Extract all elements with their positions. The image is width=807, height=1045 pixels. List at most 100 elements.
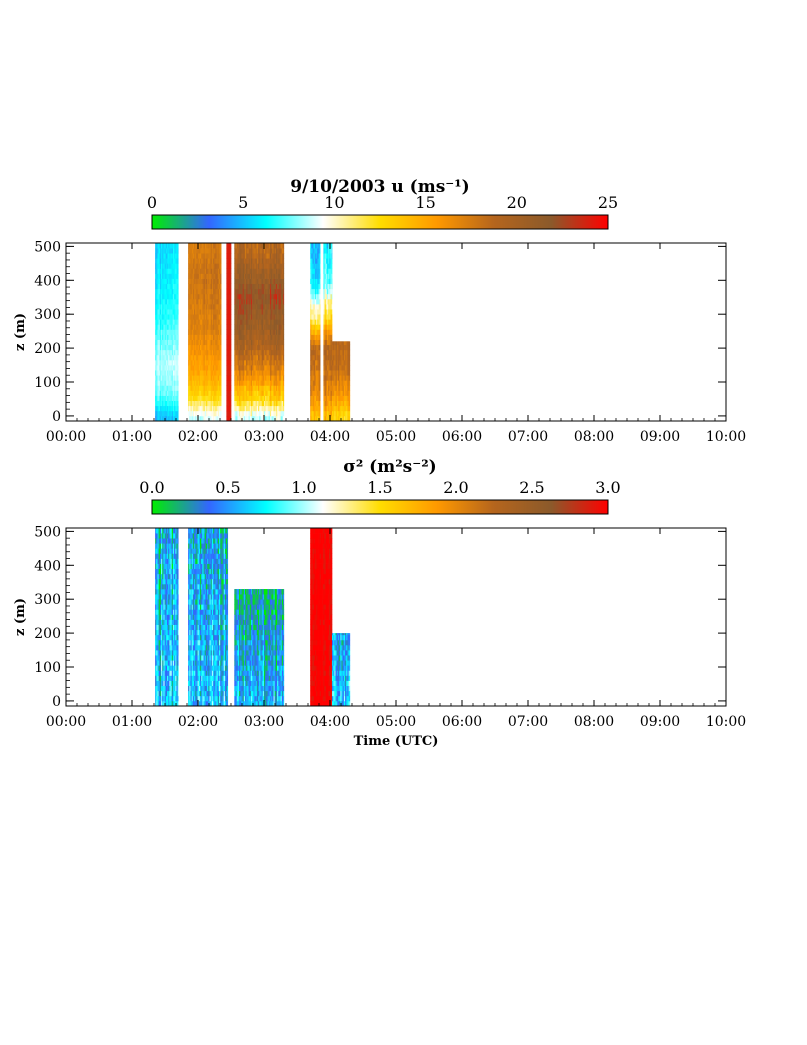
- wind-speed-heatmap-cell: [170, 273, 173, 279]
- wind-speed-heatmap-cell: [272, 400, 274, 407]
- wind-speed-heatmap-cell: [201, 354, 203, 361]
- wind-speed-heatmap-cell: [159, 359, 162, 366]
- wind-speed-heatmap-cell: [209, 273, 212, 279]
- wind-speed-heatmap-cell: [220, 385, 222, 391]
- wind-speed-heatmap-cell: [326, 278, 329, 285]
- wind-speed-heatmap-cell: [161, 339, 163, 346]
- wind-speed-heatmap-cell: [216, 359, 219, 366]
- wind-speed-heatmap-cell: [161, 314, 163, 320]
- wind-speed-heatmap-cell: [343, 354, 346, 361]
- wind-speed-heatmap-cell: [346, 385, 348, 391]
- wind-speed-heatmap-cell: [197, 273, 200, 279]
- wind-speed-heatmap-cell: [247, 400, 249, 407]
- wind-speed-heatmap-cell: [220, 334, 222, 340]
- wind-speed-heatmap-cell: [316, 314, 318, 320]
- wind-speed-heatmap-cell: [248, 309, 251, 315]
- wind-speed-heatmap-cell: [317, 344, 319, 351]
- wind-speed-heatmap-cell: [197, 253, 200, 259]
- wind-speed-heatmap-cell: [156, 253, 158, 259]
- wind-speed-heatmap-cell: [164, 400, 167, 407]
- wind-speed-heatmap-cell: [258, 324, 260, 330]
- wind-speed-heatmap-cell: [252, 334, 254, 340]
- wind-speed-heatmap-cell: [213, 415, 215, 422]
- wind-speed-heatmap-cell: [162, 395, 164, 402]
- wind-speed-heatmap-cell: [262, 410, 265, 417]
- wind-speed-heatmap-cell: [323, 309, 325, 315]
- variance-heatmap-cell: [156, 543, 158, 549]
- wind-speed-heatmap-cell: [328, 349, 330, 356]
- wind-speed-heatmap-cell: [326, 405, 329, 412]
- variance-heatmap-cell: [171, 599, 174, 605]
- wind-speed-heatmap-cell: [209, 253, 212, 259]
- wind-speed-heatmap-cell: [347, 370, 349, 376]
- wind-speed-heatmap-cell: [226, 248, 228, 254]
- wind-speed-heatmap-cell: [283, 314, 285, 320]
- variance-heatmap-cell: [174, 599, 176, 605]
- wind-speed-heatmap-cell: [268, 370, 271, 376]
- wind-speed-heatmap-cell: [199, 253, 202, 259]
- wind-speed-heatmap-cell: [312, 268, 315, 274]
- wind-speed-heatmap-cell: [250, 263, 253, 269]
- wind-speed-heatmap-cell: [339, 349, 341, 356]
- wind-speed-heatmap-cell: [264, 304, 266, 310]
- wind-speed-heatmap-cell: [243, 268, 246, 274]
- wind-speed-heatmap-cell: [316, 293, 318, 300]
- wind-speed-heatmap-cell: [239, 309, 241, 315]
- wind-speed-heatmap-cell: [176, 288, 179, 295]
- wind-speed-heatmap-cell: [234, 288, 236, 295]
- wind-speed-heatmap-cell: [268, 344, 271, 351]
- wind-speed-heatmap-cell: [213, 268, 215, 274]
- wind-speed-heatmap-cell: [168, 293, 170, 300]
- wind-speed-heatmap-cell: [246, 319, 248, 325]
- wind-speed-heatmap-cell: [199, 349, 202, 356]
- wind-speed-heatmap-cell: [244, 253, 247, 259]
- wind-speed-heatmap-cell: [340, 395, 342, 402]
- wind-speed-heatmap-cell: [266, 370, 268, 376]
- wind-speed-heatmap-cell: [190, 258, 193, 264]
- wind-speed-heatmap-cell: [248, 380, 251, 386]
- wind-speed-heatmap-cell: [218, 304, 221, 310]
- wind-speed-heatmap-cell: [242, 354, 245, 361]
- wind-speed-heatmap-cell: [269, 293, 272, 300]
- wind-speed-heatmap-cell: [218, 309, 221, 315]
- wind-speed-heatmap-cell: [226, 258, 228, 264]
- wind-speed-heatmap-cell: [220, 375, 222, 381]
- wind-speed-heatmap-cell: [248, 263, 251, 269]
- wind-speed-heatmap-cell: [226, 304, 228, 310]
- wind-speed-heatmap-cell: [202, 334, 204, 340]
- wind-speed-heatmap-cell: [158, 375, 161, 381]
- variance-heatmap-cell: [177, 578, 179, 585]
- variance-heatmap-cell: [159, 634, 162, 641]
- wind-speed-heatmap-cell: [190, 273, 193, 279]
- wind-speed-heatmap-cell: [218, 380, 221, 386]
- wind-speed-heatmap-cell: [340, 341, 342, 346]
- wind-speed-heatmap-cell: [265, 314, 267, 320]
- wind-speed-heatmap-cell: [311, 334, 313, 340]
- wind-speed-heatmap-cell: [252, 395, 254, 402]
- variance-heatmap-cell: [164, 665, 167, 671]
- wind-speed-heatmap-cell: [330, 278, 333, 285]
- wind-speed-heatmap-cell: [318, 314, 321, 320]
- wind-speed-x-tick-label: 09:00: [640, 429, 680, 445]
- wind-speed-heatmap-cell: [215, 258, 217, 264]
- variance-heatmap-cell: [168, 700, 170, 707]
- wind-speed-heatmap-cell: [316, 243, 318, 249]
- wind-speed-heatmap-cell: [272, 288, 274, 295]
- wind-speed-heatmap-cell: [214, 283, 216, 290]
- wind-speed-heatmap-cell: [210, 298, 213, 305]
- wind-speed-heatmap-cell: [194, 248, 196, 254]
- wind-speed-heatmap-cell: [190, 319, 193, 325]
- wind-speed-heatmap-cell: [264, 263, 266, 269]
- variance-heatmap-cell: [172, 563, 175, 570]
- wind-speed-heatmap-cell: [258, 319, 260, 325]
- wind-speed-heatmap-cell: [228, 258, 231, 264]
- wind-speed-heatmap-cell: [252, 263, 254, 269]
- wind-speed-heatmap-cell: [254, 314, 257, 320]
- wind-speed-heatmap-cell: [313, 273, 316, 279]
- variance-heatmap-cell: [155, 644, 157, 651]
- variance-heatmap-cell: [168, 614, 170, 620]
- wind-speed-heatmap-cell: [197, 324, 200, 330]
- wind-speed-heatmap-cell: [343, 341, 346, 346]
- wind-speed-heatmap-cell: [277, 344, 279, 351]
- variance-heatmap-cell: [159, 543, 162, 549]
